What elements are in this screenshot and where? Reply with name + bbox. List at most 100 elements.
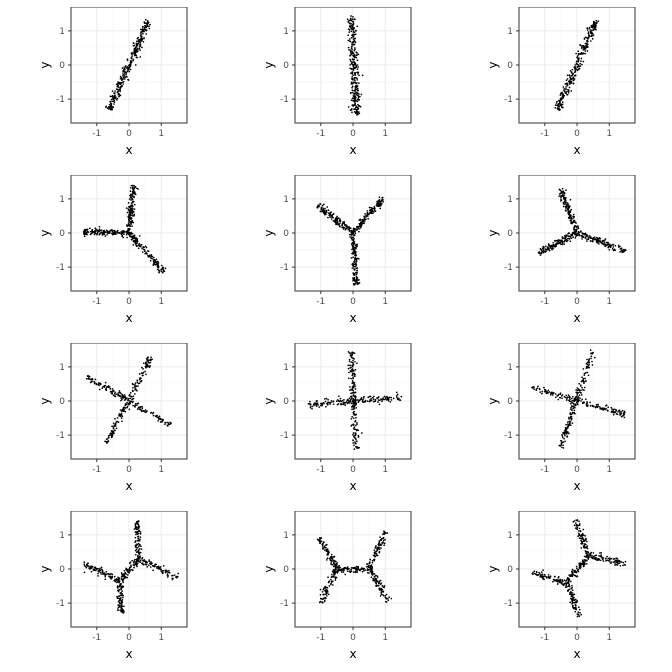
data-point xyxy=(352,38,355,41)
data-point xyxy=(137,555,139,558)
data-point xyxy=(113,231,116,233)
data-point xyxy=(539,572,541,575)
data-point xyxy=(549,575,552,578)
data-point xyxy=(104,388,107,391)
data-point xyxy=(586,366,589,369)
data-point xyxy=(130,199,132,201)
data-point xyxy=(128,206,131,209)
x-tick-label: 1 xyxy=(606,465,612,475)
data-point xyxy=(349,233,351,236)
data-point xyxy=(385,598,388,600)
data-point xyxy=(349,92,352,94)
data-point xyxy=(367,566,370,569)
data-point xyxy=(366,212,369,215)
data-point xyxy=(353,260,355,263)
data-point xyxy=(579,530,582,533)
data-point xyxy=(94,378,97,381)
data-point xyxy=(617,246,620,248)
data-point xyxy=(592,25,595,28)
data-point xyxy=(585,403,588,405)
data-point xyxy=(356,92,359,94)
data-point xyxy=(128,408,131,411)
data-point xyxy=(348,397,351,400)
data-point xyxy=(536,387,539,389)
data-point xyxy=(152,569,154,572)
data-point xyxy=(351,77,354,80)
data-point xyxy=(348,570,351,573)
data-point xyxy=(589,401,591,404)
data-point xyxy=(134,531,137,533)
data-point xyxy=(161,271,164,274)
data-point xyxy=(586,37,588,39)
data-point xyxy=(379,201,382,204)
data-point xyxy=(167,423,170,426)
data-point xyxy=(156,268,159,271)
data-point xyxy=(341,571,343,573)
data-point xyxy=(319,597,322,600)
data-point xyxy=(558,109,561,112)
data-point xyxy=(382,590,384,593)
data-point xyxy=(320,537,323,539)
data-point xyxy=(590,551,593,554)
data-point xyxy=(102,385,105,388)
y-tick-label: -1 xyxy=(56,431,65,441)
data-point xyxy=(581,541,583,544)
data-point xyxy=(347,364,349,367)
data-point xyxy=(356,100,359,103)
data-point xyxy=(131,198,134,201)
data-point xyxy=(371,207,373,210)
data-point xyxy=(390,396,393,399)
data-point xyxy=(126,70,129,73)
data-point xyxy=(95,228,97,231)
data-point xyxy=(611,243,614,246)
data-point xyxy=(372,210,375,213)
y-tick-label: -1 xyxy=(280,599,289,609)
data-point xyxy=(571,422,574,424)
data-point xyxy=(351,111,353,114)
data-point xyxy=(558,195,561,197)
data-point xyxy=(364,213,366,215)
data-point xyxy=(559,94,562,96)
data-point xyxy=(363,569,365,572)
data-point xyxy=(373,559,376,562)
data-point xyxy=(567,212,570,215)
data-point xyxy=(354,420,357,423)
data-point xyxy=(129,190,132,192)
data-point xyxy=(375,585,378,588)
x-axis-title: x xyxy=(573,143,580,157)
data-point xyxy=(132,186,134,189)
data-point xyxy=(577,568,580,571)
data-point xyxy=(574,574,577,577)
data-point xyxy=(583,386,586,389)
data-point xyxy=(344,566,347,569)
data-point xyxy=(338,566,340,569)
data-point xyxy=(354,18,356,21)
data-point xyxy=(587,556,589,559)
data-point xyxy=(390,399,393,401)
data-point xyxy=(567,88,569,91)
data-point xyxy=(115,427,118,430)
data-point xyxy=(565,586,568,588)
data-point xyxy=(572,606,575,609)
data-point xyxy=(135,56,138,59)
data-point xyxy=(536,574,538,576)
data-point xyxy=(131,204,134,206)
data-point xyxy=(585,367,588,369)
data-point xyxy=(132,561,135,563)
data-point xyxy=(127,64,130,67)
data-point xyxy=(104,573,106,576)
data-point xyxy=(154,415,157,418)
points-layer xyxy=(316,530,393,604)
data-point xyxy=(348,227,351,230)
data-point xyxy=(119,609,122,612)
data-point xyxy=(322,207,325,210)
data-point xyxy=(356,89,359,92)
data-point xyxy=(558,105,561,108)
data-point xyxy=(322,541,325,544)
data-point xyxy=(598,240,601,243)
data-point xyxy=(145,252,148,255)
data-point xyxy=(612,561,615,563)
data-point xyxy=(133,208,136,210)
data-point xyxy=(382,200,385,203)
